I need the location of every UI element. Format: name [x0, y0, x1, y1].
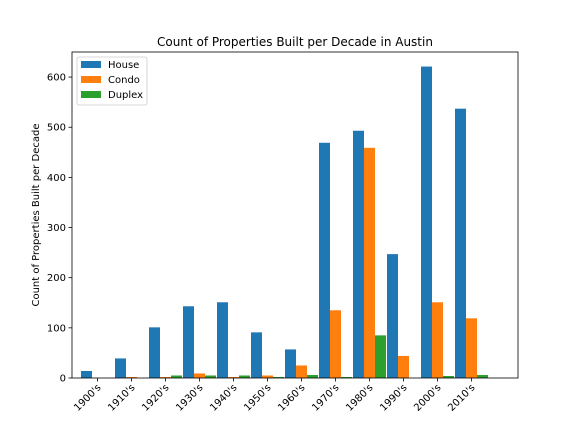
y-tick-label: 200 — [47, 273, 66, 284]
bar-house-1980s — [353, 130, 364, 378]
bar-house-1950s — [251, 332, 262, 378]
x-tick-label: 1980's — [344, 382, 375, 413]
x-tick-label: 1990's — [378, 382, 409, 413]
bar-condo-1930s — [194, 373, 205, 378]
y-tick-label: 300 — [47, 223, 66, 234]
x-tick-label: 1920's — [140, 382, 171, 413]
bar-house-1930s — [183, 306, 194, 378]
bar-condo-1910s — [126, 376, 137, 378]
x-tick-label: 2000's — [412, 382, 443, 413]
x-tick-label: 1910's — [106, 382, 137, 413]
x-axis: 1900's 1910's 1920's 1930's 1940's 1950's 1960… — [72, 378, 478, 414]
bar-duplex-2010s — [477, 374, 488, 378]
bar-duplex-2000s — [443, 375, 454, 378]
bar-condo-1980s — [364, 147, 375, 378]
y-tick-label: 0 — [60, 374, 66, 385]
bar-condo-1950s — [262, 375, 273, 378]
chart-title: Count of Properties Built per Decade in … — [157, 35, 433, 49]
bar-house-1940s — [217, 302, 228, 378]
bar-duplex-1920s — [171, 375, 182, 378]
bar-duplex-1970s — [341, 376, 352, 378]
bar-condo-1960s — [296, 365, 307, 378]
x-tick-label: 1950's — [242, 382, 273, 413]
y-tick-label: 600 — [47, 73, 66, 84]
x-tick-label: 1930's — [174, 382, 205, 413]
bar-house-1990s — [387, 254, 398, 378]
bar-duplex-1980s — [375, 335, 386, 378]
y-tick-label: 400 — [47, 173, 66, 184]
y-tick-label: 100 — [47, 323, 66, 334]
bar-duplex-1930s — [205, 375, 216, 378]
bar-duplex-1950s — [273, 376, 284, 378]
bar-house-1970s — [319, 142, 330, 378]
legend-swatch-house — [81, 61, 101, 68]
bar-condo-1970s — [330, 310, 341, 378]
x-tick-label: 1940's — [208, 382, 239, 413]
x-tick-label: 2010's — [446, 382, 477, 413]
y-axis-label: Count of Properties Built per Decade — [31, 123, 42, 306]
bar-house-1900s — [81, 370, 92, 378]
bar-house-2010s — [455, 108, 466, 379]
legend-label-condo: Condo — [108, 75, 140, 86]
legend-label-house: House — [108, 60, 139, 71]
bar-house-2000s — [421, 66, 432, 378]
plot-frame — [71, 51, 519, 379]
bar-duplex-1960s — [307, 374, 318, 378]
legend-swatch-duplex — [81, 91, 101, 98]
x-tick-label: 1960's — [276, 382, 307, 413]
x-tick-label: 1900's — [72, 382, 103, 413]
legend-label-duplex: Duplex — [108, 90, 143, 101]
bar-house-1910s — [115, 358, 126, 378]
bar-condo-2010s — [466, 318, 477, 378]
bar-house-1960s — [285, 349, 296, 378]
y-tick-label: 500 — [47, 123, 66, 134]
bar-duplex-1940s — [239, 375, 250, 378]
x-tick-label: 1970's — [310, 382, 341, 413]
bar-condo-2000s — [432, 302, 443, 378]
bar-condo-1990s — [398, 355, 409, 378]
y-axis: 0 100 200 300 400 500 600 — [47, 73, 72, 385]
bars-group — [81, 66, 488, 379]
legend-swatch-condo — [81, 76, 101, 83]
bar-house-1920s — [149, 327, 160, 378]
legend: House Condo Duplex — [76, 56, 148, 106]
bar-condo-1920s — [160, 376, 171, 378]
bar-condo-1940s — [228, 376, 239, 378]
